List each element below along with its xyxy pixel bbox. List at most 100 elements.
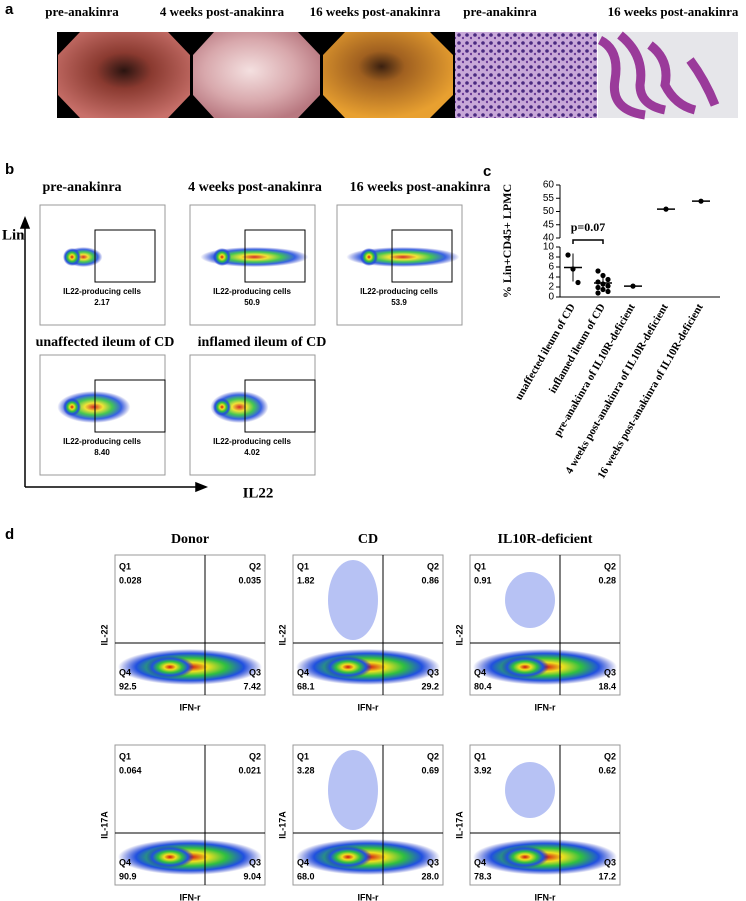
y-tick-label: 55 [543, 193, 555, 204]
gate-label: IL22-producing cells [213, 437, 291, 446]
panel-letter: c [483, 163, 491, 180]
quadrant-value: 3.28 [297, 765, 315, 775]
arrow-head [195, 481, 209, 493]
data-point [595, 279, 601, 285]
density-core [63, 398, 81, 416]
plot-title: 4 weeks post-anakinra [188, 180, 322, 195]
density-core [213, 248, 231, 266]
quadrant-name: Q4 [297, 857, 309, 867]
gate-label: IL22-producing cells [63, 287, 141, 296]
y-axis-label: IL-22 [99, 624, 109, 645]
x-axis-label: IFN-r [358, 892, 379, 901]
gate-label: IL22-producing cells [63, 437, 141, 446]
panel-letter: b [5, 161, 14, 178]
quadrant-value: 0.035 [238, 575, 261, 585]
quadrant-name: Q1 [474, 751, 486, 761]
panel-a-images [57, 31, 738, 120]
panel-letter: a [5, 1, 14, 18]
quadrant-value: 17.2 [598, 871, 616, 881]
histology-villi [597, 31, 720, 120]
data-point [605, 288, 611, 295]
image-title: 16 weeks post-anakinra [310, 4, 441, 19]
quadrant-value: 0.62 [598, 765, 616, 775]
data-point [595, 290, 601, 296]
plot-title: pre-anakinra [42, 180, 121, 195]
column-title: IL10R-deficient [498, 532, 593, 547]
density-upper [505, 572, 555, 628]
quadrant-name: Q2 [427, 751, 439, 761]
quadrant-value: 0.86 [421, 575, 439, 585]
density-core [360, 248, 378, 266]
density-core [63, 248, 81, 266]
gate-percent: 4.02 [244, 448, 260, 457]
quadrant-value: 68.1 [297, 681, 315, 691]
y-axis-label: IL-22 [454, 624, 464, 645]
x-axis-label: IFN-r [535, 702, 556, 712]
quadrant-name: Q2 [249, 751, 261, 761]
quadrant-name: Q4 [119, 667, 131, 677]
density-upper [505, 762, 555, 818]
quadrant-name: Q3 [427, 857, 439, 867]
x-axis-label: IFN-r [358, 702, 379, 712]
quadrant-value: 18.4 [598, 681, 616, 691]
gate-percent: 53.9 [391, 298, 407, 307]
y-axis-label: IL-17A [454, 811, 464, 839]
column-title: Donor [171, 532, 209, 547]
quadrant-value: 92.5 [119, 681, 137, 691]
y-axis-label: IL-17A [277, 811, 287, 839]
x-tick-label: inflamed ileum of CD [547, 302, 608, 396]
quadrant-name: Q4 [297, 667, 309, 677]
quadrant-name: Q2 [604, 751, 616, 761]
quadrant-name: Q3 [249, 857, 261, 867]
quadrant-name: Q2 [604, 561, 616, 571]
gate [244, 379, 316, 433]
endoscopy-image [58, 32, 190, 118]
quadrant-value: 0.69 [421, 765, 439, 775]
quadrant-name: Q4 [474, 857, 486, 867]
quadrant-value: 0.28 [598, 575, 616, 585]
gate-percent: 50.9 [244, 298, 260, 307]
gate-percent: 2.17 [94, 298, 110, 307]
gate-label: IL22-producing cells [213, 287, 291, 296]
data-point [595, 268, 601, 274]
arrow-head [19, 215, 31, 229]
quadrant-value: 68.0 [297, 871, 315, 881]
panel-b-axes [19, 215, 209, 493]
quadrant-name: Q3 [249, 667, 261, 677]
quadrant-value: 0.021 [238, 765, 261, 775]
quadrant-name: Q3 [427, 667, 439, 677]
quadrant-value: 80.4 [474, 681, 492, 691]
quadrant-name: Q2 [427, 561, 439, 571]
quadrant-name: Q1 [119, 561, 131, 571]
data-point [575, 279, 581, 286]
y-tick-label: 10 [543, 242, 555, 253]
data-point [600, 272, 606, 279]
quadrant-name: Q3 [604, 667, 616, 677]
y-tick-label: 50 [543, 206, 555, 217]
x-axis-label: IFN-r [535, 892, 556, 901]
quadrant-value: 29.2 [421, 681, 439, 691]
significance-bracket [572, 239, 604, 244]
y-axis-label: IL-22 [277, 624, 287, 645]
y-tick-label: 0 [548, 292, 554, 303]
density-upper [328, 750, 378, 830]
image-title: pre-anakinra [45, 4, 119, 19]
quadrant-name: Q1 [119, 751, 131, 761]
endoscopy-image [193, 32, 320, 118]
y-tick-label: 60 [543, 180, 555, 191]
gate-percent: 8.40 [94, 448, 110, 457]
quadrant-value: 28.0 [421, 871, 439, 881]
density-core [501, 846, 549, 868]
quadrant-name: Q4 [474, 667, 486, 677]
gate [244, 229, 306, 283]
quadrant-name: Q1 [474, 561, 486, 571]
y-tick-label: 4 [548, 272, 554, 283]
data-point [565, 252, 571, 258]
y-axis-label: IL-17A [99, 811, 109, 839]
density-core [146, 846, 194, 868]
quadrant-value: 0.028 [119, 575, 142, 585]
density-core [213, 398, 231, 416]
density-upper [328, 560, 378, 640]
plot-title: inflamed ileum of CD [198, 335, 327, 350]
gate [94, 379, 166, 433]
